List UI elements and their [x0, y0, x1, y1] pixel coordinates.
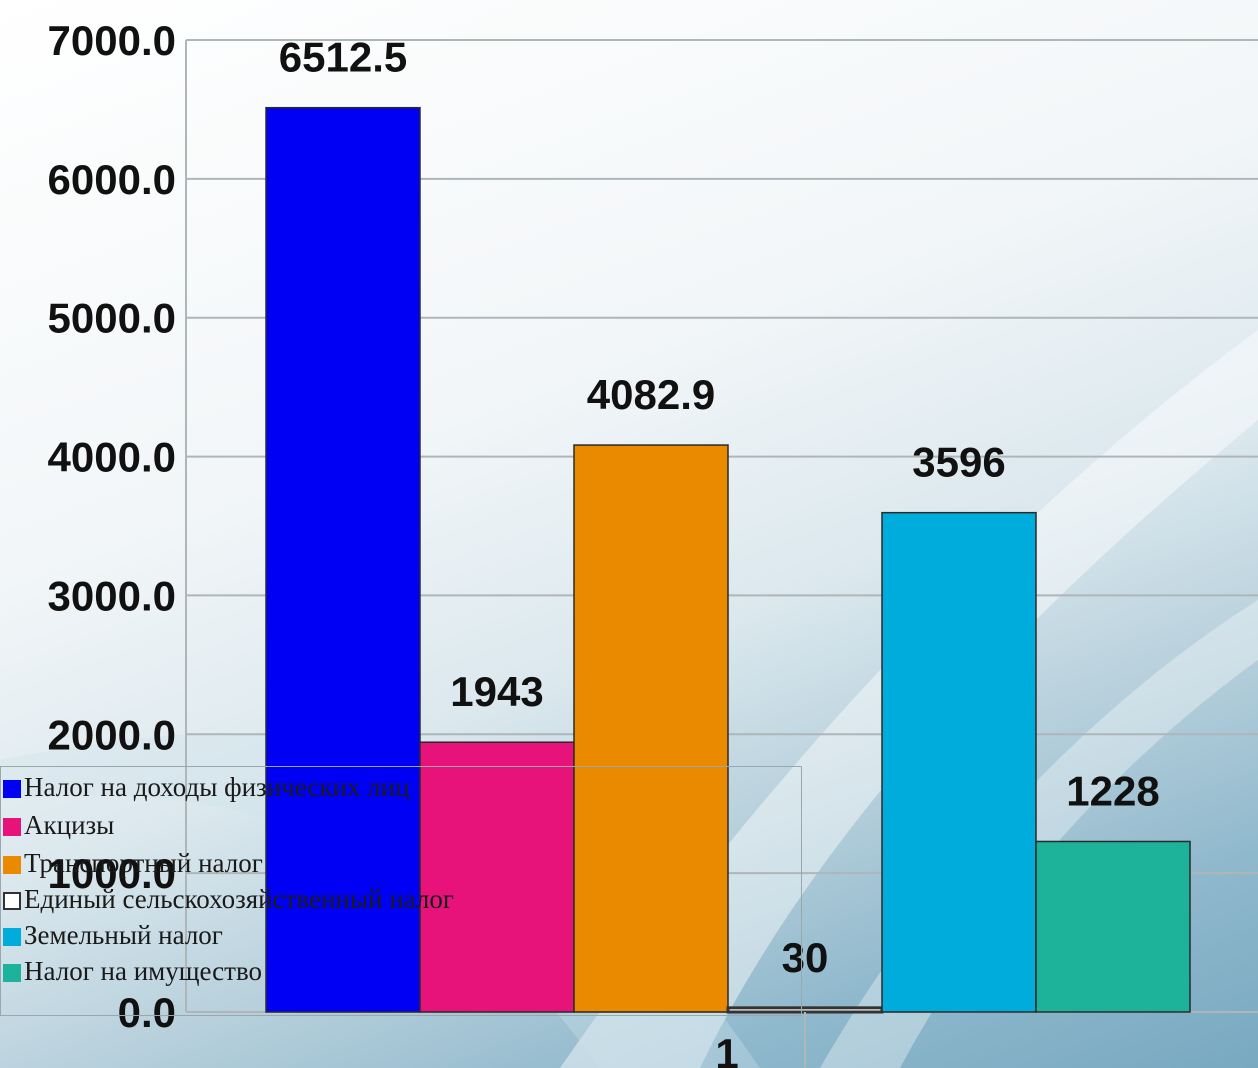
bar-1 — [265, 106, 421, 1013]
x-axis-ticks: 1 — [715, 1012, 806, 1068]
data-label-2: 1943 — [450, 668, 543, 715]
bar-5 — [881, 511, 1037, 1013]
y-tick-label: 4000.0 — [48, 434, 176, 481]
legend-item-transport: Транспортный налог — [3, 845, 263, 881]
legend-swatch — [3, 856, 21, 874]
y-tick-label: 3000.0 — [48, 572, 176, 619]
legend-item-ndfl: Налог на доходы физических лиц — [3, 769, 410, 805]
legend-swatch — [3, 892, 21, 910]
x-tick-label: 1 — [715, 1030, 738, 1068]
legend: Налог на доходы физических лиц Акцизы Тр… — [0, 766, 802, 1016]
legend-label: Налог на имущество — [24, 956, 263, 986]
data-label-1: 6512.5 — [279, 34, 407, 81]
legend-swatch — [3, 780, 21, 798]
legend-item-land: Земельный налог — [3, 917, 223, 953]
y-tick-label: 2000.0 — [48, 711, 176, 758]
y-tick-label: 5000.0 — [48, 295, 176, 342]
y-tick-label: 7000.0 — [48, 17, 176, 64]
legend-item-excise: Акцизы — [3, 807, 114, 843]
legend-swatch — [3, 818, 21, 836]
legend-item-agricultural: Единый сельскохозяйственный налог — [3, 881, 454, 917]
legend-label: Земельный налог — [24, 920, 223, 950]
data-label-4: 30 — [782, 934, 829, 981]
bars — [265, 106, 1191, 1014]
legend-label: Единый сельскохозяйственный налог — [24, 884, 454, 914]
bar-3 — [573, 444, 729, 1013]
y-axis-ticks: 0.0 1000.0 2000.0 3000.0 4000.0 5000.0 6000.0 7… — [48, 17, 176, 1036]
data-label-3: 4082.9 — [587, 371, 715, 418]
legend-swatch — [3, 964, 21, 982]
legend-label: Транспортный налог — [24, 848, 263, 878]
y-tick-label: 0.0 — [118, 989, 176, 1036]
bar-6 — [1035, 840, 1191, 1013]
data-labels: 6512.5 1943 4082.9 30 3596 1228 — [279, 34, 1160, 981]
y-tick-label: 1000.0 — [48, 850, 176, 897]
bar-2 — [419, 741, 575, 1013]
legend-label: Налог на доходы физических лиц — [24, 772, 410, 802]
y-tick-label: 6000.0 — [48, 156, 176, 203]
data-label-5: 3596 — [912, 439, 1005, 486]
data-label-6: 1228 — [1066, 767, 1159, 814]
legend-swatch — [3, 928, 21, 946]
legend-label: Акцизы — [24, 810, 115, 840]
legend-item-property: Налог на имущество — [3, 953, 262, 989]
